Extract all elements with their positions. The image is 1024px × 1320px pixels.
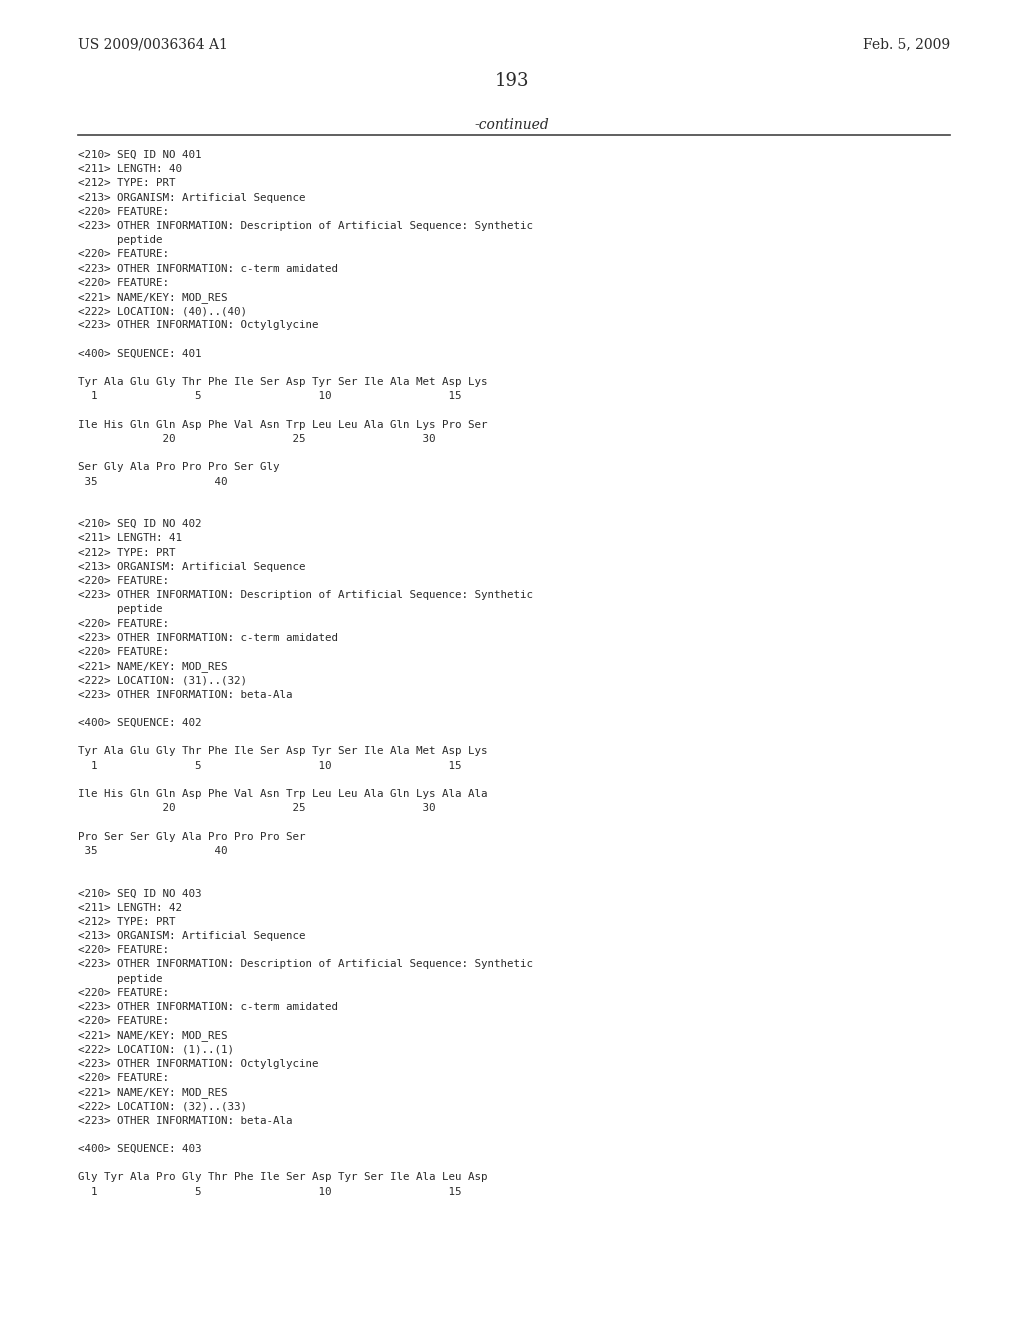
Text: <222> LOCATION: (1)..(1): <222> LOCATION: (1)..(1) bbox=[78, 1044, 234, 1055]
Text: <211> LENGTH: 41: <211> LENGTH: 41 bbox=[78, 533, 182, 544]
Text: <223> OTHER INFORMATION: beta-Ala: <223> OTHER INFORMATION: beta-Ala bbox=[78, 689, 293, 700]
Text: <222> LOCATION: (31)..(32): <222> LOCATION: (31)..(32) bbox=[78, 676, 247, 685]
Text: 35                  40: 35 40 bbox=[78, 477, 227, 487]
Text: <220> FEATURE:: <220> FEATURE: bbox=[78, 277, 169, 288]
Text: <220> FEATURE:: <220> FEATURE: bbox=[78, 1016, 169, 1026]
Text: <221> NAME/KEY: MOD_RES: <221> NAME/KEY: MOD_RES bbox=[78, 1088, 227, 1098]
Text: <223> OTHER INFORMATION: beta-Ala: <223> OTHER INFORMATION: beta-Ala bbox=[78, 1115, 293, 1126]
Text: <212> TYPE: PRT: <212> TYPE: PRT bbox=[78, 548, 175, 557]
Text: 1               5                  10                  15: 1 5 10 15 bbox=[78, 392, 462, 401]
Text: <223> OTHER INFORMATION: c-term amidated: <223> OTHER INFORMATION: c-term amidated bbox=[78, 632, 338, 643]
Text: <220> FEATURE:: <220> FEATURE: bbox=[78, 647, 169, 657]
Text: <223> OTHER INFORMATION: Description of Artificial Sequence: Synthetic: <223> OTHER INFORMATION: Description of … bbox=[78, 590, 534, 601]
Text: <211> LENGTH: 40: <211> LENGTH: 40 bbox=[78, 164, 182, 174]
Text: <210> SEQ ID NO 401: <210> SEQ ID NO 401 bbox=[78, 150, 202, 160]
Text: peptide: peptide bbox=[78, 974, 163, 983]
Text: Feb. 5, 2009: Feb. 5, 2009 bbox=[863, 37, 950, 51]
Text: peptide: peptide bbox=[78, 605, 163, 614]
Text: <220> FEATURE:: <220> FEATURE: bbox=[78, 207, 169, 216]
Text: 1               5                  10                  15: 1 5 10 15 bbox=[78, 1187, 462, 1197]
Text: -continued: -continued bbox=[475, 117, 549, 132]
Text: <212> TYPE: PRT: <212> TYPE: PRT bbox=[78, 917, 175, 927]
Text: <222> LOCATION: (40)..(40): <222> LOCATION: (40)..(40) bbox=[78, 306, 247, 317]
Text: <220> FEATURE:: <220> FEATURE: bbox=[78, 1073, 169, 1082]
Text: US 2009/0036364 A1: US 2009/0036364 A1 bbox=[78, 37, 228, 51]
Text: <220> FEATURE:: <220> FEATURE: bbox=[78, 987, 169, 998]
Text: <210> SEQ ID NO 403: <210> SEQ ID NO 403 bbox=[78, 888, 202, 899]
Text: 35                  40: 35 40 bbox=[78, 846, 227, 855]
Text: <400> SEQUENCE: 401: <400> SEQUENCE: 401 bbox=[78, 348, 202, 359]
Text: <220> FEATURE:: <220> FEATURE: bbox=[78, 619, 169, 628]
Text: <213> ORGANISM: Artificial Sequence: <213> ORGANISM: Artificial Sequence bbox=[78, 193, 305, 202]
Text: <220> FEATURE:: <220> FEATURE: bbox=[78, 249, 169, 260]
Text: 1               5                  10                  15: 1 5 10 15 bbox=[78, 760, 462, 771]
Text: <221> NAME/KEY: MOD_RES: <221> NAME/KEY: MOD_RES bbox=[78, 661, 227, 672]
Text: Tyr Ala Glu Gly Thr Phe Ile Ser Asp Tyr Ser Ile Ala Met Asp Lys: Tyr Ala Glu Gly Thr Phe Ile Ser Asp Tyr … bbox=[78, 746, 487, 756]
Text: 193: 193 bbox=[495, 73, 529, 90]
Text: <222> LOCATION: (32)..(33): <222> LOCATION: (32)..(33) bbox=[78, 1101, 247, 1111]
Text: <223> OTHER INFORMATION: Octylglycine: <223> OTHER INFORMATION: Octylglycine bbox=[78, 321, 318, 330]
Text: <223> OTHER INFORMATION: c-term amidated: <223> OTHER INFORMATION: c-term amidated bbox=[78, 264, 338, 273]
Text: <223> OTHER INFORMATION: Description of Artificial Sequence: Synthetic: <223> OTHER INFORMATION: Description of … bbox=[78, 960, 534, 969]
Text: <221> NAME/KEY: MOD_RES: <221> NAME/KEY: MOD_RES bbox=[78, 1031, 227, 1041]
Text: Gly Tyr Ala Pro Gly Thr Phe Ile Ser Asp Tyr Ser Ile Ala Leu Asp: Gly Tyr Ala Pro Gly Thr Phe Ile Ser Asp … bbox=[78, 1172, 487, 1183]
Text: 20                  25                  30: 20 25 30 bbox=[78, 803, 435, 813]
Text: <223> OTHER INFORMATION: Description of Artificial Sequence: Synthetic: <223> OTHER INFORMATION: Description of … bbox=[78, 220, 534, 231]
Text: Tyr Ala Glu Gly Thr Phe Ile Ser Asp Tyr Ser Ile Ala Met Asp Lys: Tyr Ala Glu Gly Thr Phe Ile Ser Asp Tyr … bbox=[78, 378, 487, 387]
Text: 20                  25                  30: 20 25 30 bbox=[78, 434, 435, 444]
Text: <221> NAME/KEY: MOD_RES: <221> NAME/KEY: MOD_RES bbox=[78, 292, 227, 302]
Text: Ile His Gln Gln Asp Phe Val Asn Trp Leu Leu Ala Gln Lys Pro Ser: Ile His Gln Gln Asp Phe Val Asn Trp Leu … bbox=[78, 420, 487, 430]
Text: <220> FEATURE:: <220> FEATURE: bbox=[78, 576, 169, 586]
Text: Pro Ser Ser Gly Ala Pro Pro Pro Ser: Pro Ser Ser Gly Ala Pro Pro Pro Ser bbox=[78, 832, 305, 842]
Text: <211> LENGTH: 42: <211> LENGTH: 42 bbox=[78, 903, 182, 912]
Text: peptide: peptide bbox=[78, 235, 163, 246]
Text: <213> ORGANISM: Artificial Sequence: <213> ORGANISM: Artificial Sequence bbox=[78, 562, 305, 572]
Text: <223> OTHER INFORMATION: c-term amidated: <223> OTHER INFORMATION: c-term amidated bbox=[78, 1002, 338, 1012]
Text: <400> SEQUENCE: 402: <400> SEQUENCE: 402 bbox=[78, 718, 202, 729]
Text: Ile His Gln Gln Asp Phe Val Asn Trp Leu Leu Ala Gln Lys Ala Ala: Ile His Gln Gln Asp Phe Val Asn Trp Leu … bbox=[78, 789, 487, 799]
Text: <400> SEQUENCE: 403: <400> SEQUENCE: 403 bbox=[78, 1144, 202, 1154]
Text: <212> TYPE: PRT: <212> TYPE: PRT bbox=[78, 178, 175, 189]
Text: <223> OTHER INFORMATION: Octylglycine: <223> OTHER INFORMATION: Octylglycine bbox=[78, 1059, 318, 1069]
Text: <220> FEATURE:: <220> FEATURE: bbox=[78, 945, 169, 956]
Text: <210> SEQ ID NO 402: <210> SEQ ID NO 402 bbox=[78, 519, 202, 529]
Text: <213> ORGANISM: Artificial Sequence: <213> ORGANISM: Artificial Sequence bbox=[78, 931, 305, 941]
Text: Ser Gly Ala Pro Pro Pro Ser Gly: Ser Gly Ala Pro Pro Pro Ser Gly bbox=[78, 462, 280, 473]
